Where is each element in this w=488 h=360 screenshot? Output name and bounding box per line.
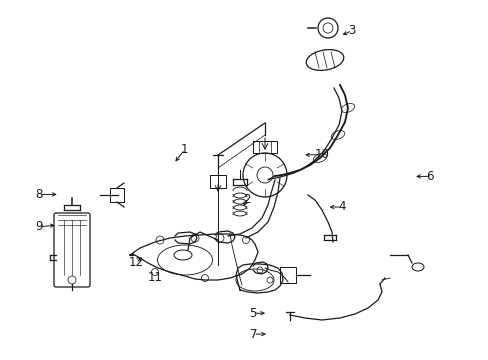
Text: 5: 5 (249, 307, 257, 320)
Text: 8: 8 (35, 188, 43, 201)
Text: 7: 7 (249, 328, 257, 341)
Text: 4: 4 (338, 201, 346, 213)
Text: 10: 10 (314, 148, 328, 161)
Text: 12: 12 (128, 256, 143, 269)
Text: 6: 6 (426, 170, 433, 183)
Text: 2: 2 (243, 193, 250, 206)
Text: 3: 3 (347, 24, 355, 37)
Bar (252, 141, 276, 153)
Bar (280, 267, 295, 283)
Text: 11: 11 (148, 271, 163, 284)
Bar (110, 188, 124, 202)
Text: 9: 9 (35, 220, 43, 233)
Text: 1: 1 (181, 143, 188, 156)
